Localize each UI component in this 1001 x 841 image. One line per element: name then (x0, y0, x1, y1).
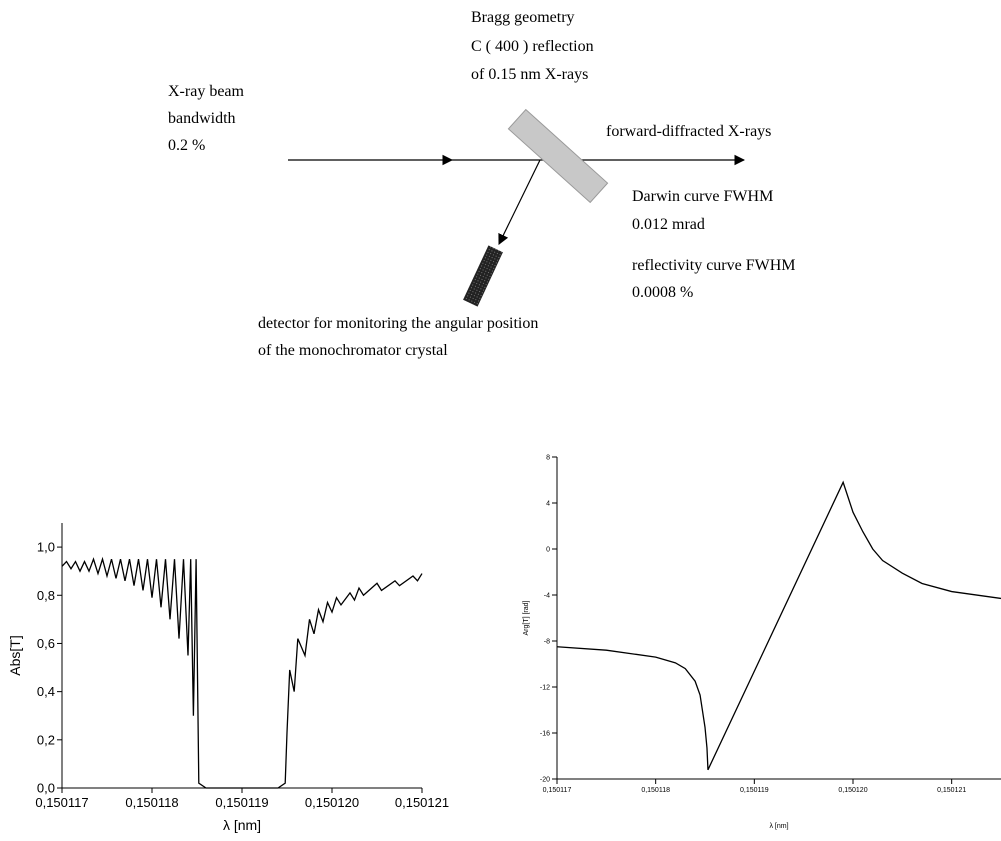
x-tick-label: 0,150117 (35, 795, 88, 810)
diagram: Bragg geometry C ( 400 ) reflection of 0… (168, 9, 796, 359)
reflectivity-label: reflectivity curve FWHM (632, 257, 796, 274)
x-tick-label: 0,150121 (937, 787, 966, 794)
y-tick-label: -16 (540, 730, 550, 737)
crystal-label: C ( 400 ) reflection (471, 38, 594, 55)
crystal-label: of 0.15 nm X-rays (471, 66, 588, 83)
y-tick-label: -20 (540, 776, 550, 783)
darwin-label: Darwin curve FWHM (632, 188, 773, 205)
crystal-label: Bragg geometry (471, 9, 575, 26)
data-line (61, 556, 423, 789)
data-line (556, 480, 1001, 771)
darwin-label: 0.012 mrad (632, 216, 705, 233)
y-tick-label: 0 (546, 546, 550, 553)
detector (463, 245, 503, 307)
y-tick-label: 1,0 (37, 540, 55, 555)
y-tick-label: 8 (546, 454, 550, 461)
x-axis-label: λ [nm] (223, 817, 261, 833)
y-tick-label: 0,6 (37, 636, 55, 651)
chart: 0,150117 0,150118 0,150119 0,150120 0,150121… (523, 454, 1001, 830)
y-axis-label: Arg[T] [rad] (523, 600, 530, 635)
x-tick-label: 0,150120 (305, 795, 359, 810)
x-tick-label: 0,150118 (641, 787, 670, 794)
x-tick-label: 0,150119 (740, 787, 769, 794)
crystal (507, 108, 609, 204)
y-tick-label: 0,4 (37, 684, 55, 699)
chart: 0,150117 0,150118 0,150119 0,150120 0,150121… (7, 523, 449, 833)
beam-label: X-ray beam (168, 83, 245, 100)
y-tick-label: -4 (544, 592, 550, 599)
x-tick-label: 0,150119 (215, 795, 268, 810)
diffracted-beam (498, 159, 541, 245)
forward-label: forward-diffracted X-rays (606, 123, 771, 140)
x-axis-label: λ [nm] (769, 823, 788, 830)
y-tick-label: 4 (546, 500, 550, 507)
y-tick-label: 0,8 (37, 588, 55, 603)
detector-label: of the monochromator crystal (258, 342, 448, 359)
x-tick-label: 0,150117 (543, 787, 572, 794)
y-tick-label: 0,0 (37, 781, 55, 796)
beam-label: 0.2 % (168, 137, 205, 154)
reflectivity-label: 0.0008 % (632, 284, 693, 301)
x-tick-label: 0,150121 (395, 795, 449, 810)
y-axis-label: Abs[T] (7, 635, 23, 675)
y-tick-label: -12 (540, 684, 550, 691)
x-tick-label: 0,150120 (838, 787, 867, 794)
y-tick-label: 0,2 (37, 732, 55, 747)
y-tick-label: -8 (544, 638, 550, 645)
beam-label: bandwidth (168, 110, 236, 127)
detector-label: detector for monitoring the angular posi… (258, 315, 538, 332)
x-tick-label: 0,150118 (125, 795, 178, 810)
